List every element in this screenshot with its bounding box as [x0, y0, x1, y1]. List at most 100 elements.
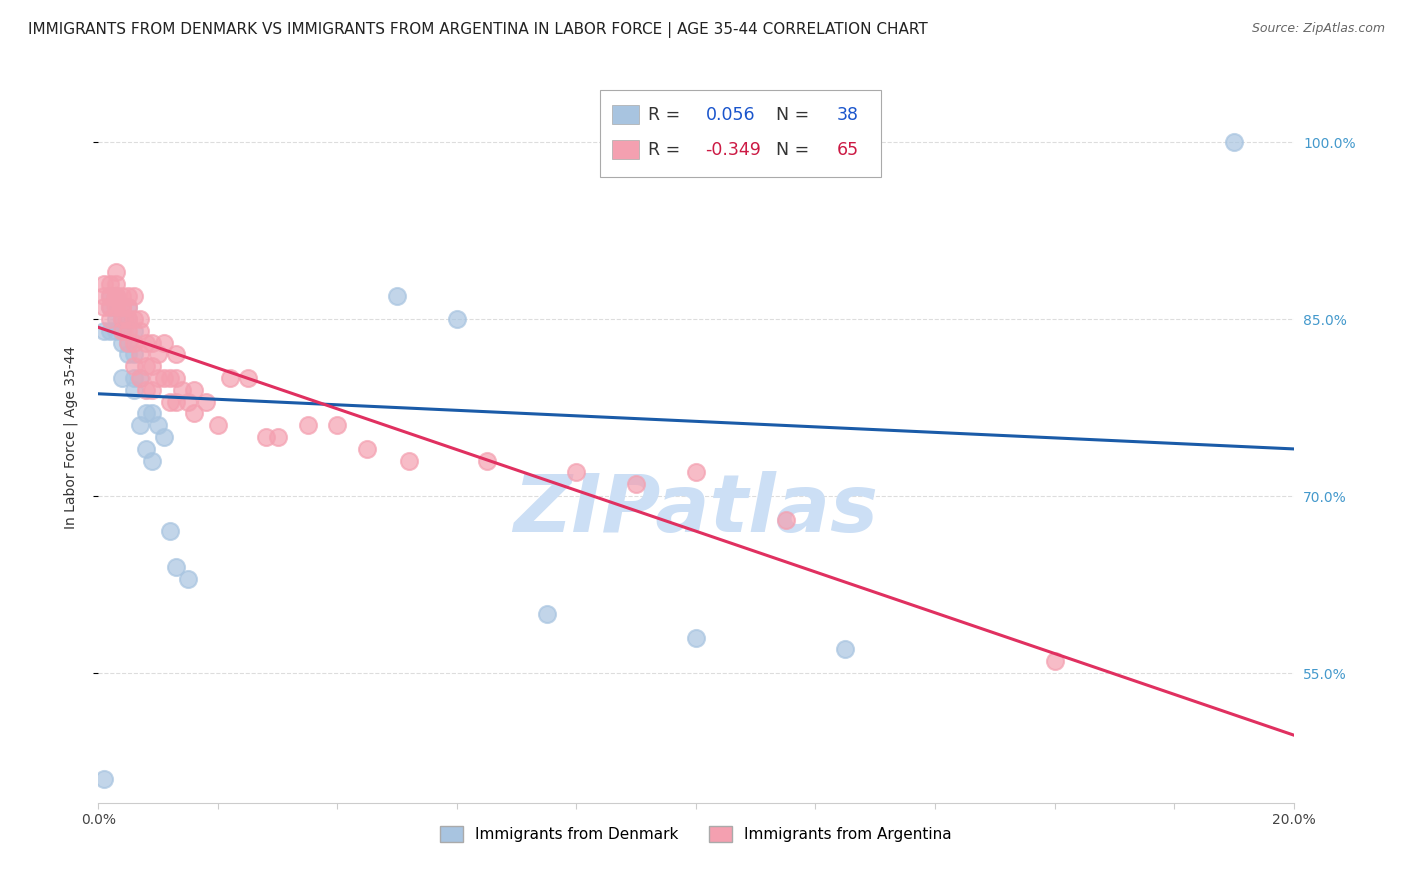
Point [135, 359, 157, 374]
Point [236, 371, 259, 385]
Point [111, 312, 134, 326]
Point [129, 371, 152, 385]
Point [117, 301, 139, 315]
Point [165, 371, 187, 385]
Point [1043, 654, 1066, 668]
Point [165, 559, 187, 574]
Point [98, 277, 122, 291]
Text: Source: ZipAtlas.com: Source: ZipAtlas.com [1251, 22, 1385, 36]
Point [124, 359, 146, 374]
Point [141, 407, 163, 421]
Point [93, 301, 115, 315]
Point [111, 324, 134, 338]
Point [105, 312, 128, 326]
Text: 65: 65 [837, 141, 859, 159]
Point [124, 324, 146, 338]
Point [98, 288, 122, 302]
Point [129, 312, 152, 326]
Point [124, 371, 146, 385]
Point [159, 394, 181, 409]
Point [219, 371, 242, 385]
Point [105, 265, 128, 279]
Point [207, 418, 229, 433]
Point [129, 324, 152, 338]
Point [148, 347, 170, 361]
Point [254, 430, 277, 444]
Point [267, 430, 290, 444]
Point [385, 288, 409, 302]
Point [117, 312, 139, 326]
Text: -0.349: -0.349 [706, 141, 762, 159]
Point [135, 383, 157, 397]
Point [183, 383, 205, 397]
Point [124, 312, 146, 326]
Point [135, 442, 157, 456]
Point [326, 418, 349, 433]
Point [536, 607, 558, 621]
Point [111, 301, 134, 315]
Point [141, 383, 163, 397]
Point [834, 642, 856, 657]
FancyBboxPatch shape [600, 90, 882, 178]
Point [446, 312, 468, 326]
Point [117, 301, 139, 315]
Point [135, 407, 157, 421]
Point [111, 301, 134, 315]
Point [565, 466, 588, 480]
Point [124, 347, 146, 361]
Point [356, 442, 378, 456]
Point [117, 312, 139, 326]
Point [117, 335, 139, 350]
Point [105, 301, 128, 315]
Text: ZIPatlas: ZIPatlas [513, 471, 879, 549]
Point [98, 288, 122, 302]
Point [685, 466, 707, 480]
Point [105, 288, 128, 302]
Point [117, 288, 139, 302]
Point [1223, 135, 1246, 149]
Point [626, 477, 648, 491]
Text: R =: R = [648, 141, 686, 159]
Point [183, 407, 205, 421]
Point [105, 324, 128, 338]
Point [98, 324, 122, 338]
Point [93, 277, 115, 291]
Legend: Immigrants from Denmark, Immigrants from Argentina: Immigrants from Denmark, Immigrants from… [433, 819, 959, 850]
Point [141, 453, 163, 467]
Point [111, 312, 134, 326]
Point [165, 394, 187, 409]
Text: N =: N = [765, 141, 815, 159]
Point [148, 418, 170, 433]
Point [111, 335, 134, 350]
Point [111, 371, 134, 385]
Point [129, 418, 152, 433]
Point [98, 301, 122, 315]
Point [111, 324, 134, 338]
Point [105, 288, 128, 302]
Point [475, 453, 498, 467]
Point [117, 324, 139, 338]
Point [297, 418, 319, 433]
Text: IMMIGRANTS FROM DENMARK VS IMMIGRANTS FROM ARGENTINA IN LABOR FORCE | AGE 35-44 : IMMIGRANTS FROM DENMARK VS IMMIGRANTS FR… [28, 22, 928, 38]
Point [159, 371, 181, 385]
Point [398, 453, 420, 467]
Point [165, 347, 187, 361]
Point [153, 430, 176, 444]
Point [135, 335, 157, 350]
Point [177, 394, 200, 409]
Point [775, 513, 797, 527]
Point [105, 301, 128, 315]
Point [129, 347, 152, 361]
FancyBboxPatch shape [613, 140, 638, 159]
Point [117, 335, 139, 350]
Point [159, 524, 181, 539]
Point [124, 383, 146, 397]
Point [93, 324, 115, 338]
Point [141, 359, 163, 374]
Point [124, 288, 146, 302]
Text: 0.056: 0.056 [706, 105, 755, 123]
Text: N =: N = [765, 105, 815, 123]
Point [93, 772, 115, 787]
Y-axis label: In Labor Force | Age 35-44: In Labor Force | Age 35-44 [63, 345, 77, 529]
Point [105, 277, 128, 291]
